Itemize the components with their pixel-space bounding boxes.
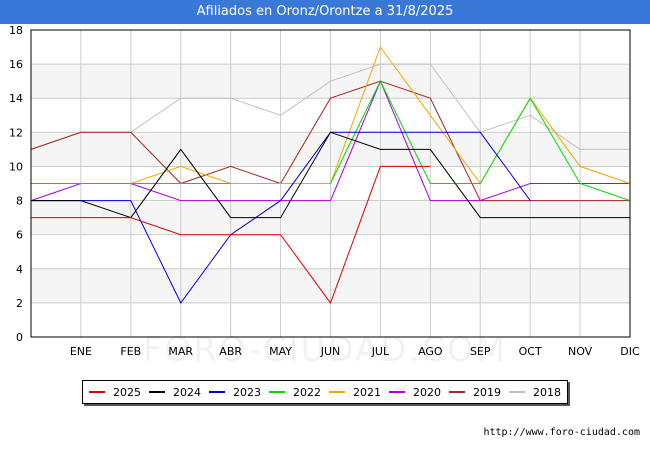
legend-swatch — [209, 391, 225, 393]
legend-item-2025: 2025 — [89, 381, 141, 403]
legend-label: 2023 — [233, 386, 261, 399]
y-tick-label: 14 — [9, 92, 23, 105]
x-tick-label: FEB — [120, 345, 141, 358]
legend-label: 2025 — [113, 386, 141, 399]
legend-label: 2018 — [533, 386, 561, 399]
legend: 2025 2024 2023 2022 2021 2020 2019 2018 — [82, 380, 568, 404]
legend-swatch — [389, 391, 405, 393]
y-tick-label: 10 — [9, 160, 23, 173]
x-tick-label: MAR — [168, 345, 193, 358]
legend-label: 2019 — [473, 386, 501, 399]
legend-swatch — [89, 391, 105, 393]
x-tick-label: SEP — [470, 345, 491, 358]
legend-item-2024: 2024 — [149, 381, 201, 403]
legend-swatch — [509, 391, 525, 393]
x-tick-label: AGO — [418, 345, 443, 358]
legend-swatch — [149, 391, 165, 393]
y-tick-label: 8 — [16, 195, 23, 208]
y-tick-label: 12 — [9, 126, 23, 139]
y-tick-label: 4 — [16, 263, 23, 276]
legend-item-2022: 2022 — [269, 381, 321, 403]
legend-swatch — [329, 391, 345, 393]
x-tick-label: OCT — [519, 345, 542, 358]
legend-label: 2022 — [293, 386, 321, 399]
x-tick-label: ENE — [70, 345, 92, 358]
legend-swatch — [269, 391, 285, 393]
legend-label: 2024 — [173, 386, 201, 399]
legend-swatch — [449, 391, 465, 393]
legend-item-2021: 2021 — [329, 381, 381, 403]
legend-label: 2021 — [353, 386, 381, 399]
legend-item-2020: 2020 — [389, 381, 441, 403]
legend-label: 2020 — [413, 386, 441, 399]
x-tick-label: JUN — [320, 345, 341, 358]
x-tick-label: ABR — [219, 345, 242, 358]
y-tick-label: 16 — [9, 58, 23, 71]
x-tick-label: JUL — [371, 345, 390, 358]
y-tick-label: 6 — [16, 229, 23, 242]
y-tick-label: 0 — [16, 331, 23, 344]
footer-url: http://www.foro-ciudad.com — [483, 427, 640, 438]
legend-item-2018: 2018 — [509, 381, 561, 403]
x-tick-label: DIC — [620, 345, 640, 358]
y-tick-label: 18 — [9, 24, 23, 37]
legend-item-2023: 2023 — [209, 381, 261, 403]
x-tick-label: MAY — [269, 345, 292, 358]
y-axis-ticks: 0 2 4 6 8 10 12 14 16 18 — [9, 24, 23, 344]
x-tick-label: NOV — [568, 345, 593, 358]
x-axis-ticks: ENE FEB MAR ABR MAY JUN JUL AGO SEP OCT NOV DIC — [70, 345, 640, 358]
y-tick-label: 2 — [16, 297, 23, 310]
legend-item-2019: 2019 — [449, 381, 501, 403]
